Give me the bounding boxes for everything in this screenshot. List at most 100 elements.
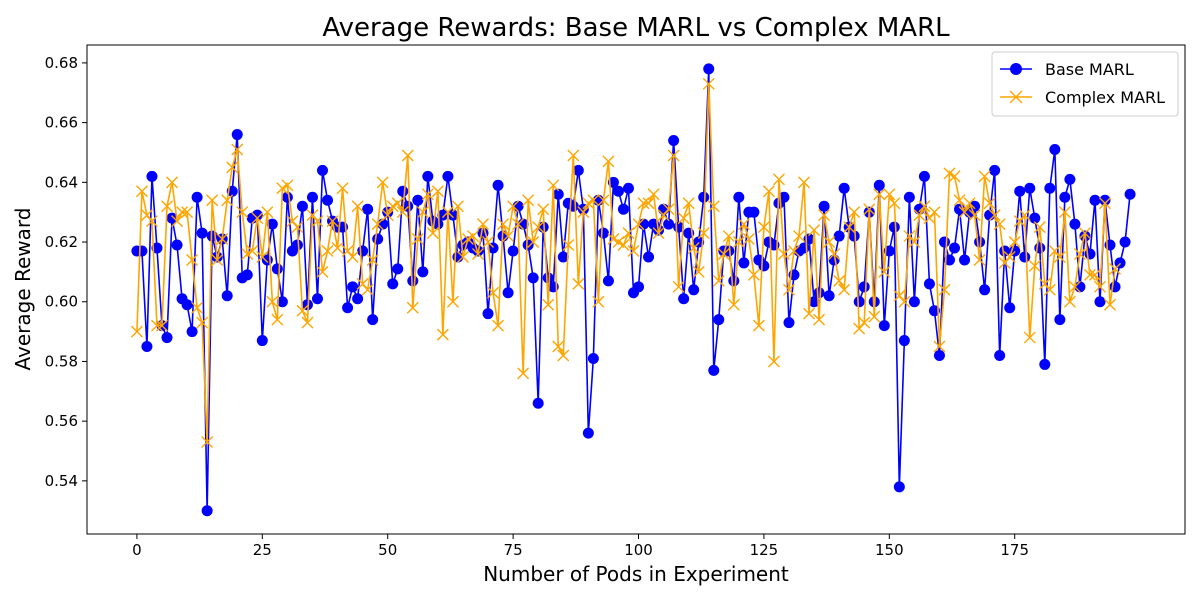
data-point: [436, 328, 449, 341]
data-point: [979, 284, 991, 296]
data-point: [732, 236, 745, 249]
data-point: [968, 209, 981, 222]
y-tick-label: 0.56: [45, 412, 78, 430]
x-tick-label: 125: [750, 541, 779, 559]
data-point: [1019, 251, 1031, 263]
data-point: [622, 227, 635, 240]
data-point: [171, 215, 184, 228]
data-point: [171, 239, 183, 251]
data-point: [150, 319, 163, 332]
data-point: [682, 197, 695, 210]
data-point: [181, 206, 194, 219]
data-point: [1064, 173, 1076, 185]
data-point: [602, 155, 615, 168]
data-point: [166, 176, 179, 189]
data-point: [361, 283, 374, 296]
data-point: [226, 161, 239, 174]
data-point: [311, 293, 323, 305]
data-point: [888, 221, 900, 233]
data-point: [788, 244, 800, 257]
data-point: [772, 173, 785, 186]
data-point: [697, 227, 710, 240]
data-point: [362, 203, 374, 215]
data-point: [151, 242, 163, 254]
data-point: [432, 218, 444, 230]
data-point: [562, 239, 575, 252]
legend-entry: Complex MARL: [1000, 88, 1165, 107]
data-point: [698, 191, 710, 203]
data-point: [878, 265, 891, 278]
data-point: [271, 313, 284, 326]
data-point: [266, 218, 278, 230]
data-point: [1054, 314, 1066, 326]
data-point: [643, 251, 655, 263]
data-point: [532, 397, 544, 409]
data-point: [627, 244, 640, 257]
data-point: [828, 247, 841, 260]
data-point: [587, 352, 599, 364]
data-point: [838, 182, 850, 194]
data-point: [527, 236, 540, 249]
data-point: [687, 242, 700, 254]
data-point: [1073, 247, 1086, 260]
data-point: [387, 278, 399, 290]
data-point: [918, 170, 930, 182]
data-point: [1008, 236, 1021, 249]
data-point: [994, 349, 1006, 361]
data-point: [331, 242, 344, 254]
data-point: [602, 275, 614, 287]
data-point: [316, 265, 329, 278]
data-point: [758, 260, 770, 272]
data-point: [1119, 236, 1131, 248]
data-point: [326, 215, 339, 228]
data-point: [989, 164, 1001, 176]
data-point: [888, 197, 901, 210]
data-point: [933, 340, 946, 353]
data-point: [351, 200, 364, 213]
data-point: [136, 245, 148, 257]
data-point: [782, 283, 795, 296]
data-point: [336, 182, 349, 195]
series-base-marl: [131, 63, 1136, 517]
data-point: [748, 206, 760, 218]
data-point: [577, 206, 590, 219]
data-point: [271, 263, 283, 275]
data-point: [507, 245, 519, 257]
data-point: [221, 290, 233, 302]
data-point: [542, 272, 554, 284]
data-point: [703, 63, 715, 75]
data-point: [201, 505, 213, 517]
data-point: [923, 278, 935, 290]
data-point: [993, 218, 1006, 231]
data-point: [843, 221, 856, 234]
data-point: [767, 355, 780, 368]
data-point: [878, 320, 890, 332]
data-point: [903, 191, 915, 203]
data-point: [291, 221, 304, 234]
data-point: [291, 239, 303, 251]
data-point: [522, 194, 535, 207]
data-point: [1028, 259, 1041, 272]
data-point: [557, 251, 569, 263]
data-point: [1004, 302, 1016, 314]
x-tick-label: 100: [624, 541, 653, 559]
data-point: [155, 319, 168, 332]
data-point: [281, 179, 294, 192]
data-point: [522, 239, 534, 251]
data-point: [642, 197, 655, 210]
data-point: [301, 316, 314, 329]
data-point: [135, 185, 148, 198]
data-point: [146, 170, 158, 182]
data-point: [597, 227, 609, 239]
data-point: [858, 316, 871, 329]
data-point: [456, 250, 469, 263]
data-point: [868, 310, 881, 323]
data-point: [633, 281, 645, 293]
data-point: [1044, 182, 1056, 194]
data-point: [517, 367, 530, 380]
data-point: [1023, 331, 1036, 344]
data-point: [898, 335, 910, 347]
data-point: [527, 272, 539, 284]
data-point: [848, 206, 861, 219]
data-point: [747, 268, 760, 281]
